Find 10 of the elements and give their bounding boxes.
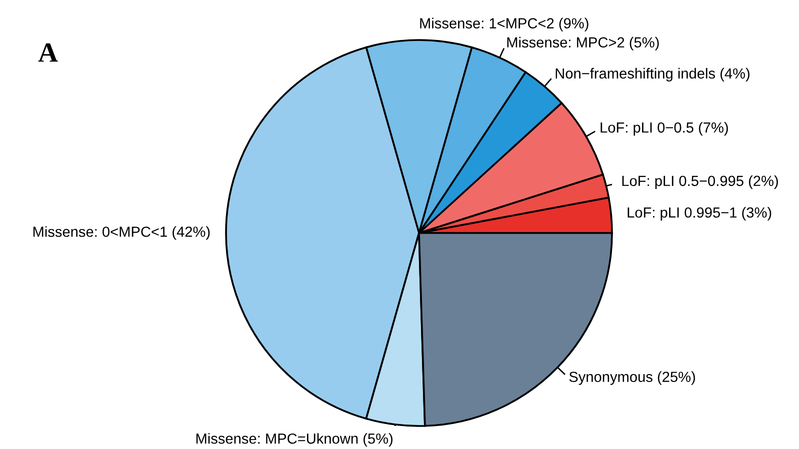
slice-label: Missense: 0<MPC<1 (42%)	[33, 226, 210, 240]
slice-label: Missense: MPC=Uknown (5%)	[196, 433, 392, 447]
slice-label: Missense: MPC>2 (5%)	[507, 36, 659, 50]
slice-label: Non−frameshifting indels (4%)	[556, 68, 750, 82]
slice-label: Missense: 1<MPC<2 (9%)	[420, 18, 588, 32]
slice-label: LoF: pLI 0−0.5 (7%)	[600, 122, 728, 136]
slice-label: LoF: pLI 0.995−1 (3%)	[628, 206, 772, 221]
text: A	[38, 43, 58, 62]
slice-label: LoF: pLI 0.5−0.995 (2%)	[622, 175, 778, 189]
slice-label: Synonymous (25%)	[569, 371, 695, 385]
